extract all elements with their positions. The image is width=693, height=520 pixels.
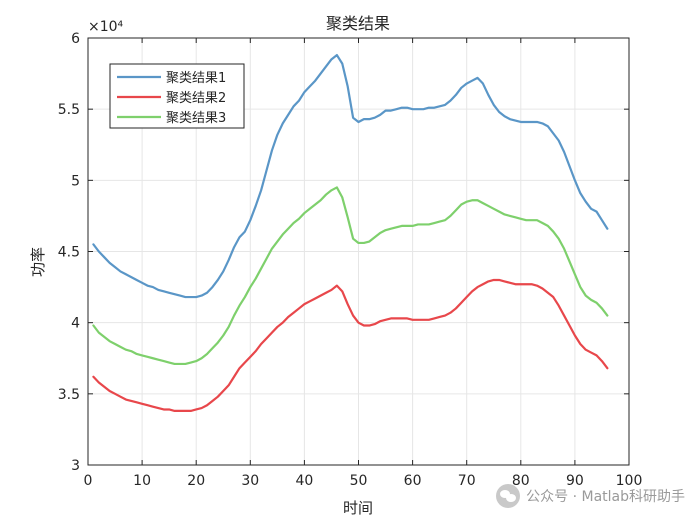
x-axis-label: 时间: [343, 499, 373, 517]
x-tick-label-80: 80: [512, 473, 530, 489]
x-tick-label-0: 0: [84, 473, 93, 489]
series-line-2: [92, 278, 609, 413]
y-tick-label-3.5: 3.5: [58, 387, 80, 403]
y-tick-label-5: 5: [71, 173, 80, 189]
y-tick-label-6: 6: [71, 31, 80, 47]
watermark: 公众号 · Matlab科研助手: [496, 484, 685, 508]
legend: 聚类结果1 聚类结果2 聚类结果3: [109, 63, 245, 129]
legend-label-1: 聚类结果1: [166, 71, 226, 86]
axis-ticks: 0 10 20 30 40 50 60 70 80 90 100 3 3.5 4 4.5 5 5.5 6: [58, 31, 643, 489]
wechat-icon: [496, 484, 521, 508]
x-tick-label-50: 50: [350, 473, 368, 489]
y-axis-exponent: ×10⁴: [88, 19, 124, 35]
x-tick-label-70: 70: [458, 473, 476, 489]
x-tick-label-100: 100: [616, 473, 643, 489]
series-line-3: [92, 186, 609, 366]
series-line-1: [92, 53, 609, 299]
x-tick-label-10: 10: [133, 473, 151, 489]
series-lines: [92, 53, 609, 413]
x-tick-label-60: 60: [404, 473, 422, 489]
legend-label-3: 聚类结果3: [166, 111, 226, 126]
x-tick-label-30: 30: [241, 473, 259, 489]
chart-title: 聚类结果: [326, 14, 390, 33]
y-tick-label-4.5: 4.5: [58, 245, 80, 261]
watermark-text: 公众号 · Matlab科研助手: [526, 489, 685, 505]
legend-label-2: 聚类结果2: [166, 91, 226, 106]
y-tick-label-5.5: 5.5: [58, 102, 80, 118]
y-tick-label-4: 4: [71, 316, 80, 332]
x-tick-label-40: 40: [295, 473, 313, 489]
y-axis-label: 功率: [29, 247, 47, 277]
x-tick-label-20: 20: [187, 473, 205, 489]
y-tick-label-3: 3: [71, 458, 80, 474]
x-tick-label-90: 90: [566, 473, 584, 489]
